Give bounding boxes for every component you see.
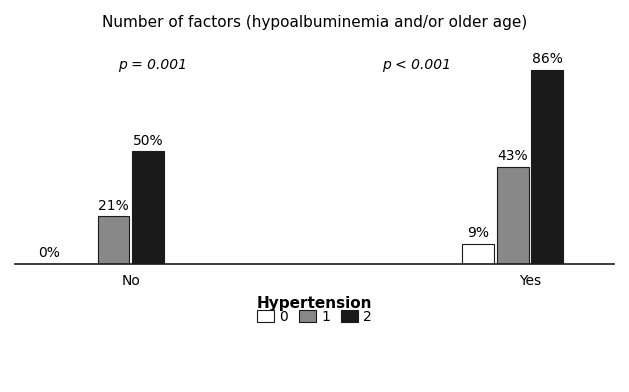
Text: 0%: 0%	[38, 247, 60, 260]
Text: 43%: 43%	[498, 149, 528, 163]
Title: Number of factors (hypoalbuminemia and/or older age): Number of factors (hypoalbuminemia and/o…	[102, 15, 527, 30]
Text: p = 0.001: p = 0.001	[118, 58, 187, 72]
Text: 21%: 21%	[98, 199, 129, 213]
Bar	[532, 70, 564, 264]
Bar	[497, 167, 529, 264]
Bar	[462, 243, 494, 264]
Text: 50%: 50%	[133, 134, 164, 147]
Text: 9%: 9%	[467, 226, 489, 240]
Text: p < 0.001: p < 0.001	[382, 58, 451, 72]
Legend: 0, 1, 2: 0, 1, 2	[252, 304, 377, 329]
Text: 86%: 86%	[532, 52, 563, 66]
Bar	[132, 151, 164, 264]
Bar	[97, 216, 130, 264]
X-axis label: Hypertension: Hypertension	[257, 296, 372, 311]
